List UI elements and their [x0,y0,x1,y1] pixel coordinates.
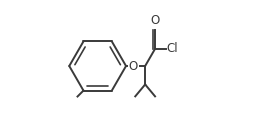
Text: O: O [129,60,138,72]
Text: O: O [151,14,160,27]
Text: Cl: Cl [166,42,178,55]
